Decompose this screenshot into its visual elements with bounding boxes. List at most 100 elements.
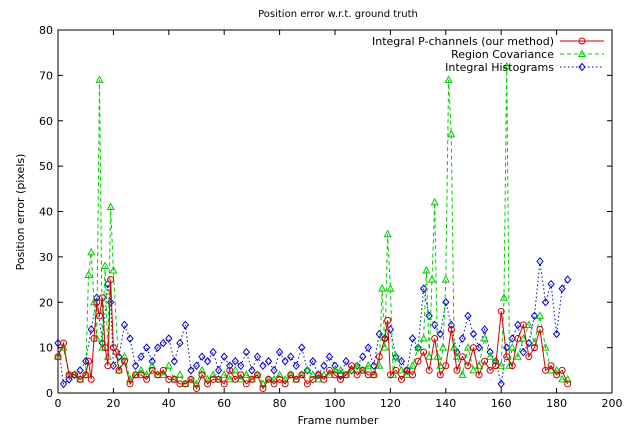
data-point (441, 274, 450, 283)
data-point (325, 370, 334, 378)
data-point (82, 356, 90, 366)
data-point (497, 361, 506, 369)
y-tick-label: 80 (39, 24, 53, 37)
data-point (497, 307, 505, 315)
data-point (458, 370, 467, 378)
legend-label: Integral Histograms (445, 61, 554, 74)
data-point (298, 371, 306, 379)
data-point (276, 375, 284, 383)
legend-label: Region Covariance (451, 48, 554, 61)
data-point (287, 371, 295, 379)
y-tick-label: 20 (39, 296, 53, 309)
data-point (87, 247, 96, 256)
y-tick-label: 10 (39, 342, 53, 355)
data-point (98, 343, 107, 351)
data-point (159, 370, 168, 378)
data-point (331, 371, 339, 379)
data-point (198, 365, 207, 374)
data-point (364, 361, 373, 369)
data-point (386, 284, 395, 292)
data-point (397, 356, 406, 366)
data-point (447, 325, 455, 333)
y-tick-label: 50 (39, 160, 53, 173)
data-point (90, 335, 98, 343)
data-point (242, 370, 251, 378)
y-tick-label: 40 (39, 206, 53, 219)
data-point (112, 348, 120, 356)
series-layer (53, 61, 572, 392)
data-point (165, 334, 173, 343)
data-point (436, 371, 444, 379)
data-point (236, 374, 245, 383)
data-point (578, 37, 586, 45)
data-point (93, 298, 101, 306)
legend: Integral P-channels (our method)Region C… (372, 35, 604, 74)
data-point (438, 343, 448, 351)
data-point (226, 361, 234, 371)
data-point (464, 362, 472, 370)
data-point (370, 371, 378, 379)
data-point (409, 371, 417, 379)
data-point (375, 329, 383, 339)
data-point (203, 356, 212, 366)
data-point (378, 284, 387, 292)
data-point (564, 380, 572, 388)
data-point (353, 361, 361, 371)
data-point (353, 371, 361, 379)
data-point (359, 366, 367, 374)
data-point (422, 265, 431, 274)
data-point (392, 352, 400, 361)
data-point (281, 380, 289, 388)
data-point (242, 380, 250, 388)
data-point (564, 275, 572, 284)
data-point (375, 361, 384, 369)
data-point (231, 375, 239, 383)
data-point (265, 375, 273, 383)
data-point (215, 375, 223, 383)
data-point (192, 361, 201, 371)
data-point (577, 49, 587, 57)
data-point (558, 374, 567, 383)
data-point (308, 370, 317, 378)
data-point (303, 366, 311, 375)
data-point (287, 352, 295, 361)
data-point (148, 366, 156, 374)
data-point (524, 320, 533, 328)
data-point (193, 384, 200, 392)
data-point (120, 320, 129, 330)
data-point (84, 270, 93, 279)
data-point (380, 343, 389, 351)
x-tick-label: 160 (491, 397, 512, 410)
data-point (403, 366, 411, 374)
data-point (347, 365, 356, 374)
data-point (248, 375, 256, 383)
data-point (126, 380, 134, 388)
data-point (314, 371, 322, 379)
x-tick-label: 140 (435, 397, 456, 410)
data-point (215, 366, 223, 375)
y-tick-label: 70 (39, 69, 53, 82)
data-point (475, 343, 483, 352)
data-point (375, 353, 383, 361)
data-point (298, 343, 306, 352)
data-point (519, 333, 528, 342)
data-point (237, 361, 245, 371)
data-point (348, 362, 356, 370)
data-point (270, 380, 278, 388)
x-tick-label: 20 (106, 397, 120, 410)
data-point (331, 361, 339, 371)
data-point (187, 375, 195, 383)
data-point (253, 371, 261, 379)
data-point (384, 316, 392, 324)
data-point (508, 343, 517, 351)
data-point (120, 357, 128, 365)
data-point (198, 352, 206, 361)
data-point (330, 365, 340, 374)
data-point (65, 375, 73, 384)
data-point (425, 311, 433, 321)
data-point (492, 362, 500, 370)
data-point (137, 371, 145, 379)
data-point (514, 320, 522, 330)
data-point (120, 352, 129, 360)
